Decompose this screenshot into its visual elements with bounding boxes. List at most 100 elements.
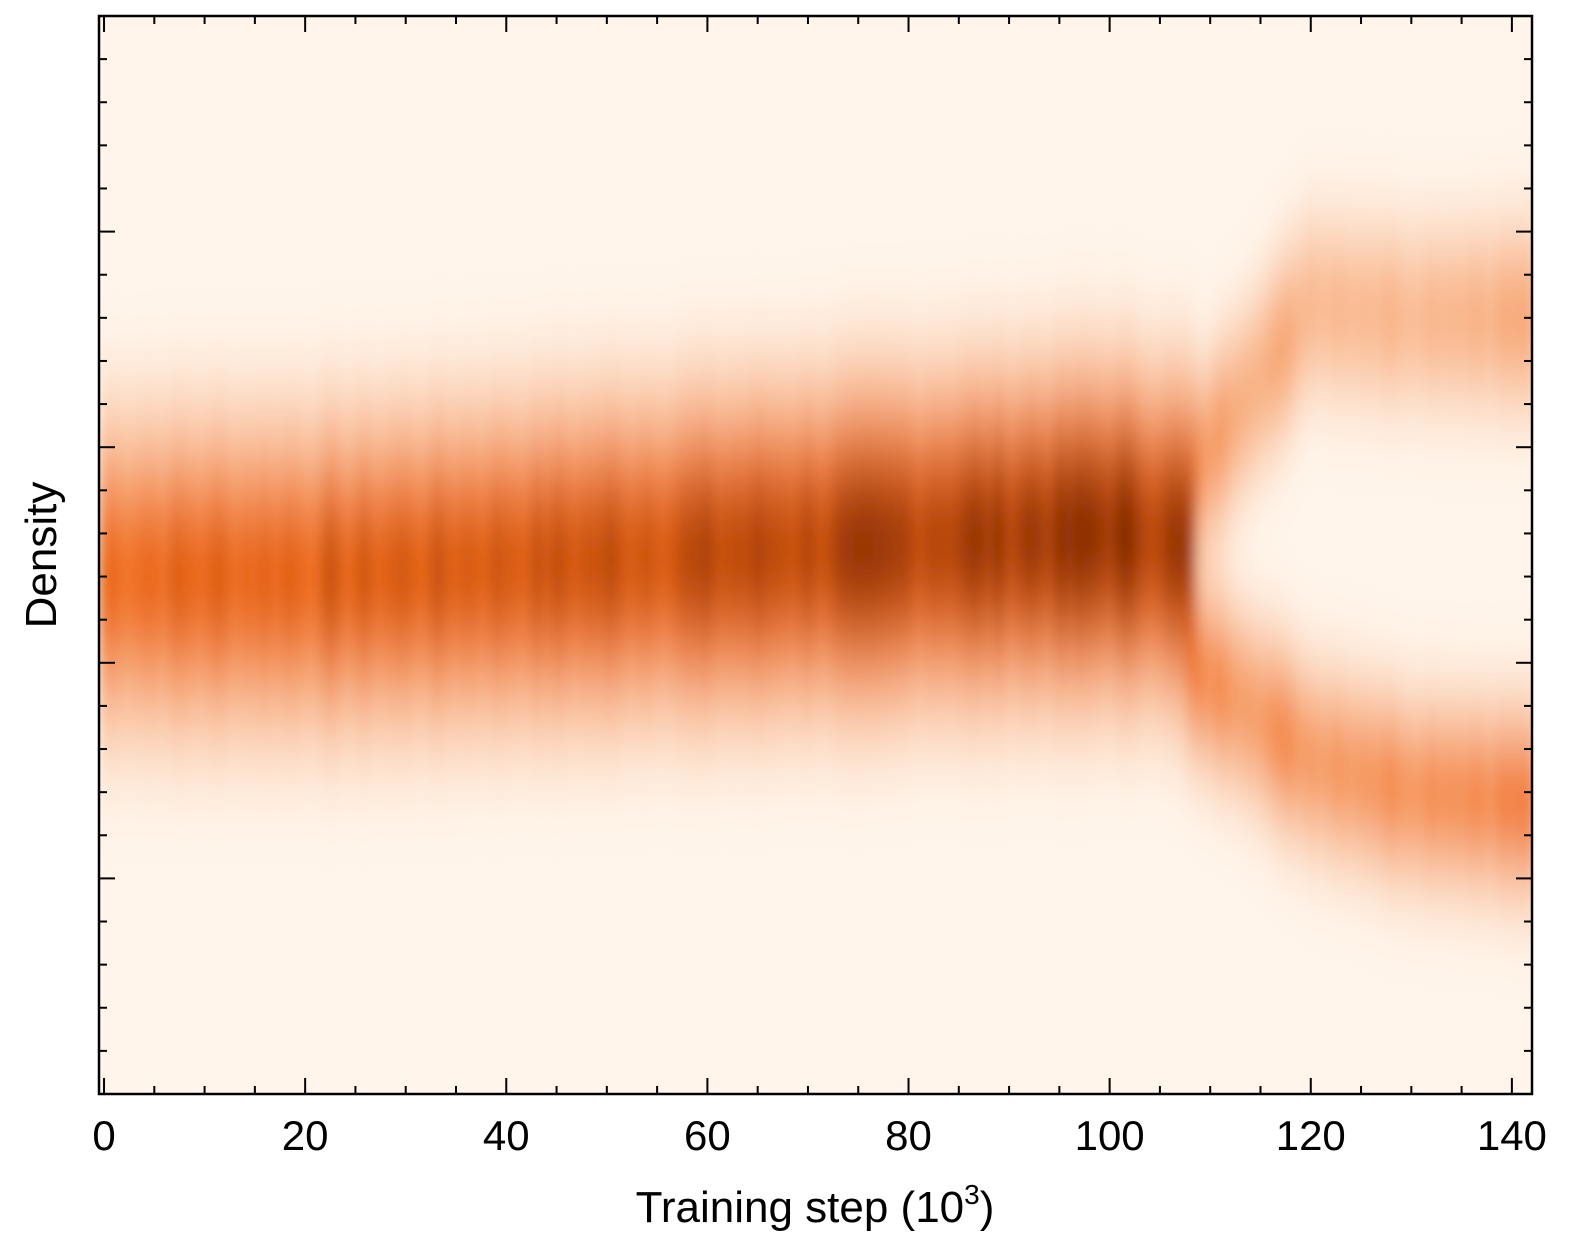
heatmap-cell [270,432,281,437]
heatmap-cell [280,396,291,401]
heatmap-cell [330,380,341,385]
heatmap-cell [249,604,261,609]
heatmap-cell [390,628,402,633]
heatmap-cell [350,744,362,749]
heatmap-cell [400,604,412,609]
heatmap-cell [119,380,130,385]
heatmap-cell [129,608,140,613]
heatmap-cell [239,644,251,649]
heatmap-cell [310,748,321,753]
heatmap-cell [531,760,543,765]
heatmap-cell [330,732,341,737]
heatmap-cell [360,496,372,501]
heatmap-cell [551,536,563,541]
heatmap-cell [259,596,271,601]
heatmap-cell [259,428,271,433]
heatmap-cell [451,460,462,465]
heatmap-cell [511,724,522,729]
heatmap-cell [259,488,271,493]
heatmap-cell [410,372,422,377]
heatmap-cell [531,448,543,453]
heatmap-cell [280,412,291,417]
heatmap-cell [531,720,543,725]
heatmap-cell [159,456,170,461]
heatmap-cell [501,368,512,373]
heatmap-cell [99,416,110,421]
heatmap-cell [531,432,543,437]
heatmap-cell [350,584,362,589]
heatmap-cell [370,780,382,785]
heatmap-cell [149,376,160,381]
heatmap-cell [481,436,492,441]
heatmap-cell [330,540,341,545]
heatmap-cell [109,548,120,553]
heatmap-cell [541,572,553,577]
heatmap-cell [249,376,261,381]
heatmap-cell [270,572,281,577]
heatmap-cell [461,404,472,409]
heatmap-cell [471,488,482,493]
heatmap-cell [259,760,271,765]
heatmap-cell [511,672,522,677]
heatmap-cell [491,712,502,717]
heatmap-cell [239,440,251,445]
heatmap-cell [99,772,110,777]
heatmap-cell [430,452,442,457]
heatmap-cell [129,388,140,393]
heatmap-cell [199,692,211,697]
heatmap-cell [290,660,301,665]
heatmap-cell [310,784,321,789]
heatmap-cell [209,684,221,689]
heatmap-cell [521,636,533,641]
heatmap-cell [471,460,482,465]
heatmap-cell [471,380,482,385]
heatmap-cell [310,656,321,661]
heatmap-cell [551,680,563,685]
heatmap-cell [99,440,110,445]
heatmap-cell [370,760,382,765]
heatmap-cell [501,588,512,593]
heatmap-cell [129,368,140,373]
heatmap-cell [410,444,422,449]
heatmap-cell [99,580,110,585]
heatmap-cell [531,708,543,713]
heatmap-cell [270,652,281,657]
heatmap-cell [169,732,181,737]
heatmap-cell [340,416,351,421]
heatmap-cell [410,492,422,497]
heatmap-cell [310,676,321,681]
heatmap-cell [149,424,160,429]
heatmap-cell [400,700,412,705]
heatmap-cell [360,692,372,697]
heatmap-cell [280,636,291,641]
heatmap-cell [370,544,382,549]
heatmap-cell [481,564,492,569]
heatmap-cell [400,652,412,657]
heatmap-cell [99,684,110,689]
heatmap-cell [370,684,382,689]
heatmap-cell [511,708,522,713]
heatmap-cell [199,520,211,525]
heatmap-cell [481,636,492,641]
heatmap-cell [541,556,553,561]
heatmap-cell [360,628,372,633]
heatmap-cell [320,444,331,449]
heatmap-cell [461,624,472,629]
heatmap-cell [209,428,221,433]
heatmap-cell [461,716,472,721]
heatmap-cell [481,536,492,541]
heatmap-cell [521,448,533,453]
heatmap-cell [109,476,120,481]
heatmap-cell [179,632,191,637]
heatmap-cell [461,396,472,401]
heatmap-cell [320,704,331,709]
heatmap-cell [270,700,281,705]
heatmap-cell [360,624,372,629]
heatmap-cell [390,360,402,365]
heatmap-cell [239,552,251,557]
heatmap-cell [149,772,160,777]
heatmap-cell [531,540,543,545]
heatmap-cell [511,680,522,685]
heatmap-cell [491,356,502,361]
heatmap-cell [430,508,442,513]
